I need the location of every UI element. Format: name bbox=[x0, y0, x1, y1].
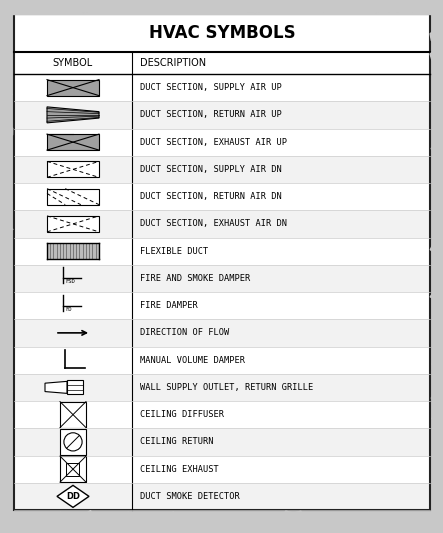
Bar bbox=[60, 429, 86, 455]
Bar bbox=[54, 243, 57, 259]
Bar bbox=[50, 243, 54, 259]
Text: SYMBOL: SYMBOL bbox=[53, 58, 93, 68]
Bar bbox=[76, 243, 79, 259]
Bar bbox=[14, 401, 430, 428]
Bar bbox=[47, 134, 99, 150]
Text: CEILING RETURN: CEILING RETURN bbox=[140, 438, 214, 446]
Bar bbox=[67, 381, 83, 394]
Text: CEILING DIFFUSER: CEILING DIFFUSER bbox=[140, 410, 224, 419]
Bar bbox=[14, 74, 430, 101]
Bar bbox=[14, 101, 430, 128]
Polygon shape bbox=[57, 486, 89, 507]
Bar bbox=[70, 243, 73, 259]
Bar bbox=[96, 243, 99, 259]
Bar bbox=[14, 210, 430, 238]
Bar bbox=[47, 216, 99, 232]
Text: DUCT SECTION, EXHAUST AIR UP: DUCT SECTION, EXHAUST AIR UP bbox=[140, 138, 287, 147]
Bar bbox=[86, 243, 89, 259]
Bar bbox=[73, 243, 76, 259]
Bar bbox=[66, 463, 79, 475]
Bar bbox=[89, 243, 93, 259]
Text: FD: FD bbox=[65, 306, 71, 312]
Text: DUCT SECTION, EXHAUST AIR DN: DUCT SECTION, EXHAUST AIR DN bbox=[140, 220, 287, 228]
Bar bbox=[14, 183, 430, 210]
Bar bbox=[47, 243, 50, 259]
Text: FLEXIBLE DUCT: FLEXIBLE DUCT bbox=[140, 247, 208, 256]
Bar bbox=[14, 238, 430, 265]
Bar bbox=[14, 456, 430, 483]
Text: DUCT SECTION, RETURN AIR DN: DUCT SECTION, RETURN AIR DN bbox=[140, 192, 282, 201]
Bar bbox=[14, 374, 430, 401]
Text: DD: DD bbox=[66, 492, 80, 501]
Bar bbox=[47, 189, 99, 205]
Bar bbox=[60, 243, 63, 259]
Bar bbox=[83, 243, 86, 259]
Bar bbox=[47, 161, 99, 177]
Text: DESCRIPTION: DESCRIPTION bbox=[140, 58, 206, 68]
Bar bbox=[47, 79, 99, 95]
Polygon shape bbox=[45, 382, 67, 393]
Text: FIRE AND SMOKE DAMPER: FIRE AND SMOKE DAMPER bbox=[140, 274, 250, 283]
Bar bbox=[14, 265, 430, 292]
Bar bbox=[79, 243, 83, 259]
Text: HVAC SYMBOLS: HVAC SYMBOLS bbox=[149, 24, 295, 42]
Text: CEILING EXHAUST: CEILING EXHAUST bbox=[140, 465, 219, 474]
Bar bbox=[93, 243, 96, 259]
Bar bbox=[63, 243, 66, 259]
Text: FIRE DAMPER: FIRE DAMPER bbox=[140, 301, 198, 310]
Text: FSD: FSD bbox=[65, 279, 75, 285]
Polygon shape bbox=[47, 107, 99, 123]
Bar bbox=[14, 319, 430, 346]
Bar bbox=[57, 243, 60, 259]
Text: DUCT SECTION, SUPPLY AIR UP: DUCT SECTION, SUPPLY AIR UP bbox=[140, 83, 282, 92]
Bar bbox=[14, 483, 430, 510]
Text: MANUAL VOLUME DAMPER: MANUAL VOLUME DAMPER bbox=[140, 356, 245, 365]
Bar bbox=[14, 428, 430, 456]
Bar bbox=[60, 456, 86, 482]
Text: DUCT SMOKE DETECTOR: DUCT SMOKE DETECTOR bbox=[140, 492, 240, 501]
Text: WALL SUPPLY OUTLET, RETURN GRILLE: WALL SUPPLY OUTLET, RETURN GRILLE bbox=[140, 383, 313, 392]
Bar bbox=[60, 402, 86, 427]
Bar bbox=[66, 243, 70, 259]
Text: DUCT SECTION, SUPPLY AIR DN: DUCT SECTION, SUPPLY AIR DN bbox=[140, 165, 282, 174]
Bar bbox=[14, 292, 430, 319]
Bar bbox=[14, 346, 430, 374]
Text: DIRECTION OF FLOW: DIRECTION OF FLOW bbox=[140, 328, 229, 337]
Bar bbox=[14, 156, 430, 183]
Text: DUCT SECTION, RETURN AIR UP: DUCT SECTION, RETURN AIR UP bbox=[140, 110, 282, 119]
Bar bbox=[14, 128, 430, 156]
